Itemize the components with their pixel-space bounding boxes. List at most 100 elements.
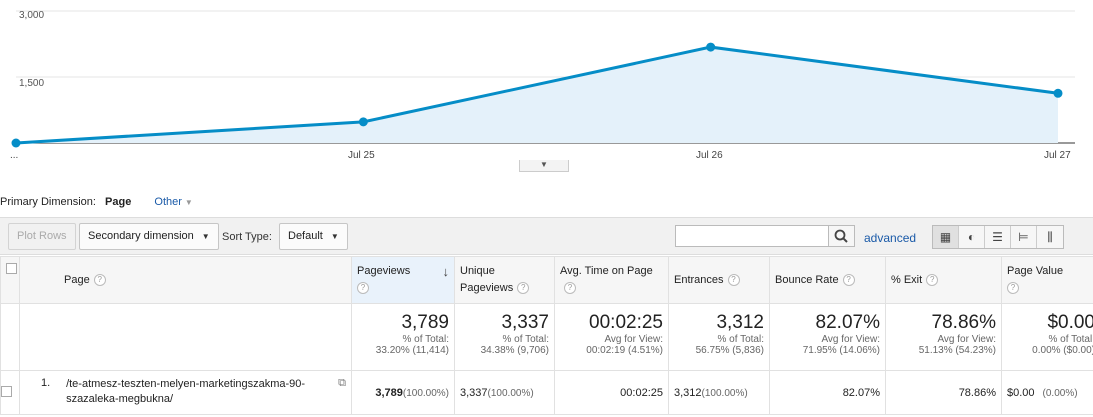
totals-spacer	[19, 303, 352, 371]
primary-dimension-label: Primary Dimension:	[0, 196, 96, 208]
open-external-icon[interactable]: ⧉	[338, 377, 346, 389]
row-checkbox[interactable]	[1, 385, 12, 397]
row-entrances-pct: (100.00%)	[701, 387, 748, 399]
dimension-other-link[interactable]: Other	[154, 196, 182, 208]
total-value: 3,337	[501, 312, 549, 333]
data-table-view-icon[interactable]: ▦	[933, 226, 959, 248]
data-point	[358, 117, 368, 127]
header-exit-label: % Exit	[891, 273, 923, 286]
row-select-cell[interactable]	[0, 370, 20, 415]
row-pageviews-pct: (100.00%)	[402, 387, 449, 399]
row-entrances: 3,312(100.00%)	[668, 370, 770, 415]
secondary-dimension-label: Secondary dimension	[88, 230, 194, 242]
help-icon[interactable]: ?	[727, 273, 740, 286]
row-pageviews: 3,789(100.00%)	[351, 370, 455, 415]
header-avg-time-label: Avg. Time on Page	[560, 265, 653, 277]
help-icon[interactable]: ?	[842, 273, 855, 286]
total-detail: 71.95% (14.06%)	[802, 345, 880, 356]
row-index: 1.	[41, 377, 51, 389]
header-page[interactable]: Page?	[19, 256, 352, 304]
header-entrances-label: Entrances	[674, 273, 724, 286]
sort-type-value: Default	[288, 230, 323, 242]
sort-descending-icon: ↓	[442, 264, 450, 279]
help-icon[interactable]: ?	[93, 273, 106, 286]
chart-svg	[11, 10, 1075, 148]
search-icon	[834, 229, 848, 243]
chart-collapse-handle[interactable]: ▼	[519, 160, 569, 172]
report-table: Page? ↓ Pageviews? Unique Pageviews? Avg.…	[0, 256, 1093, 415]
table-row: 1. /te-atmesz-teszten-melyen-marketingsz…	[0, 370, 1093, 415]
header-unique-pageviews[interactable]: Unique Pageviews?	[454, 256, 555, 304]
secondary-dimension-dropdown[interactable]: Secondary dimension ▼	[79, 223, 219, 250]
x-tick-label: Jul 25	[348, 150, 375, 161]
pie-chart-view-icon[interactable]: ◐	[959, 226, 985, 248]
help-icon[interactable]: ?	[564, 282, 576, 295]
sort-type-dropdown[interactable]: Default ▼	[279, 223, 348, 250]
data-point	[706, 42, 716, 52]
row-exit: 78.86%	[885, 370, 1002, 415]
total-caption: % of Total:	[402, 334, 449, 345]
dropdown-arrow-icon: ▼	[201, 232, 210, 241]
term-cloud-view-icon[interactable]: ⫼	[1047, 229, 1053, 244]
table-toolbar: Plot Rows Secondary dimension ▼ Sort Type…	[0, 217, 1093, 255]
y-tick-label: 1,500	[19, 78, 45, 89]
header-pageviews[interactable]: ↓ Pageviews?	[351, 256, 455, 304]
total-detail: 0.00% ($0.00)	[1032, 345, 1093, 356]
total-caption: % of Total:	[1048, 334, 1093, 345]
line-chart: 3,000 1,500 ... Jul 25 Jul 26 Jul 27 ▼	[0, 0, 1093, 175]
x-tick-label: ...	[10, 150, 19, 161]
total-caption: Avg for View:	[604, 334, 663, 345]
row-unique-pageviews: 3,337(100.00%)	[454, 370, 555, 415]
row-entrances-value: 3,312	[674, 386, 702, 399]
header-avg-time[interactable]: Avg. Time on Page?	[554, 256, 669, 304]
performance-view-icon[interactable]: ☰	[985, 226, 1011, 248]
plot-rows-button[interactable]: Plot Rows	[8, 223, 76, 250]
total-pageviews: 3,789% of Total: 33.20% (11,414)	[351, 303, 455, 371]
primary-dimension-bar: Primary Dimension: Page Other ▼	[0, 196, 193, 208]
row-bounce-rate: 82.07%	[769, 370, 886, 415]
total-detail: 51.13% (54.23%)	[918, 345, 996, 356]
chevron-down-icon[interactable]: ▼	[184, 198, 193, 207]
row-page-cell: 1. /te-atmesz-teszten-melyen-marketingsz…	[19, 370, 352, 415]
row-page-value-pct: (0.00%)	[1042, 387, 1078, 399]
header-page-value-label: Page Value	[1007, 265, 1064, 277]
select-all-checkbox[interactable]	[6, 263, 17, 274]
total-exit: 78.86% Avg for View: 51.13% (54.23%)	[885, 303, 1002, 371]
total-detail: 34.38% (9,706)	[480, 345, 549, 356]
header-bounce-rate[interactable]: Bounce Rate?	[769, 256, 886, 304]
header-pageviews-label: Pageviews	[357, 265, 411, 277]
total-value: 3,789	[401, 312, 449, 333]
total-value: 78.86%	[931, 312, 996, 333]
help-icon[interactable]: ?	[517, 282, 530, 295]
total-unique-pageviews: 3,337% of Total: 34.38% (9,706)	[454, 303, 555, 371]
help-icon[interactable]: ?	[357, 282, 369, 295]
select-all-cell[interactable]	[0, 256, 20, 304]
total-caption: Avg for View:	[937, 334, 996, 345]
row-avg-time: 00:02:25	[554, 370, 669, 415]
header-entrances[interactable]: Entrances?	[668, 256, 770, 304]
header-exit[interactable]: % Exit?	[885, 256, 1002, 304]
row-pageviews-value: 3,789	[375, 386, 403, 399]
view-switcher: ▦ ◐ ☰ ⊨ ⫼	[932, 225, 1064, 249]
advanced-filter-link[interactable]: advanced	[864, 231, 917, 245]
total-caption: % of Total:	[502, 334, 549, 345]
x-tick-label: Jul 26	[696, 150, 723, 161]
table-search-input[interactable]	[675, 225, 829, 247]
search-button[interactable]	[828, 225, 855, 247]
help-icon[interactable]: ?	[926, 273, 939, 286]
row-unique-pct: (100.00%)	[487, 387, 534, 399]
total-value: 00:02:25	[589, 312, 663, 333]
dropdown-arrow-icon: ▼	[330, 232, 339, 241]
total-caption: % of Total:	[717, 334, 764, 345]
help-icon[interactable]: ?	[1007, 282, 1019, 295]
comparison-view-icon[interactable]: ⊨	[1011, 226, 1037, 248]
page-path-link[interactable]: /te-atmesz-teszten-melyen-marketingszakm…	[66, 378, 306, 405]
header-unique-pageviews-label: Unique Pageviews	[460, 265, 514, 294]
header-page-label: Page	[64, 273, 90, 286]
data-point	[11, 138, 21, 148]
total-value: 82.07%	[815, 312, 880, 333]
totals-row: 3,789% of Total: 33.20% (11,414) 3,337% o…	[0, 303, 1093, 371]
total-bounce-rate: 82.07% Avg for View: 71.95% (14.06%)	[769, 303, 886, 371]
dimension-page[interactable]: Page	[105, 196, 132, 208]
header-page-value[interactable]: Page Value?	[1001, 256, 1093, 304]
